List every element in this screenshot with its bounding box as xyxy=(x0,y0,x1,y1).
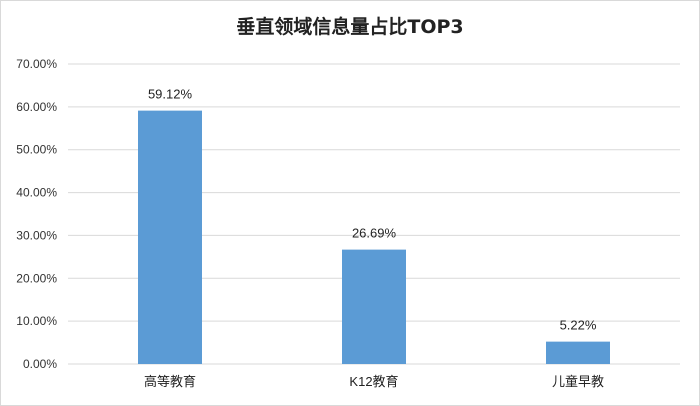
y-tick-label: 10.00% xyxy=(16,314,57,328)
y-tick-label: 0.00% xyxy=(23,357,57,371)
bar xyxy=(138,110,202,364)
x-tick-label: 高等教育 xyxy=(144,374,196,389)
bar xyxy=(342,249,406,364)
x-tick-label: K12教育 xyxy=(349,374,398,389)
y-tick-label: 30.00% xyxy=(16,228,57,242)
x-axis: 高等教育 K12教育 儿童早教 xyxy=(144,374,604,389)
y-tick-label: 50.00% xyxy=(16,143,57,157)
y-tick-label: 60.00% xyxy=(16,100,57,114)
bar xyxy=(546,341,610,364)
y-axis: 0.00% 10.00% 20.00% 30.00% 40.00% 50.00% 60.00… xyxy=(16,57,57,371)
data-label: 5.22% xyxy=(560,318,597,333)
y-tick-label: 40.00% xyxy=(16,186,57,200)
bars: 59.12% 26.69% 5.22% xyxy=(138,87,610,364)
x-tick-label: 儿童早教 xyxy=(552,374,604,389)
y-tick-label: 20.00% xyxy=(16,271,57,285)
data-label: 26.69% xyxy=(352,226,397,241)
data-label: 59.12% xyxy=(148,87,193,102)
chart-title: 垂直领域信息量占比TOP3 xyxy=(236,16,464,38)
y-tick-label: 70.00% xyxy=(16,57,57,71)
